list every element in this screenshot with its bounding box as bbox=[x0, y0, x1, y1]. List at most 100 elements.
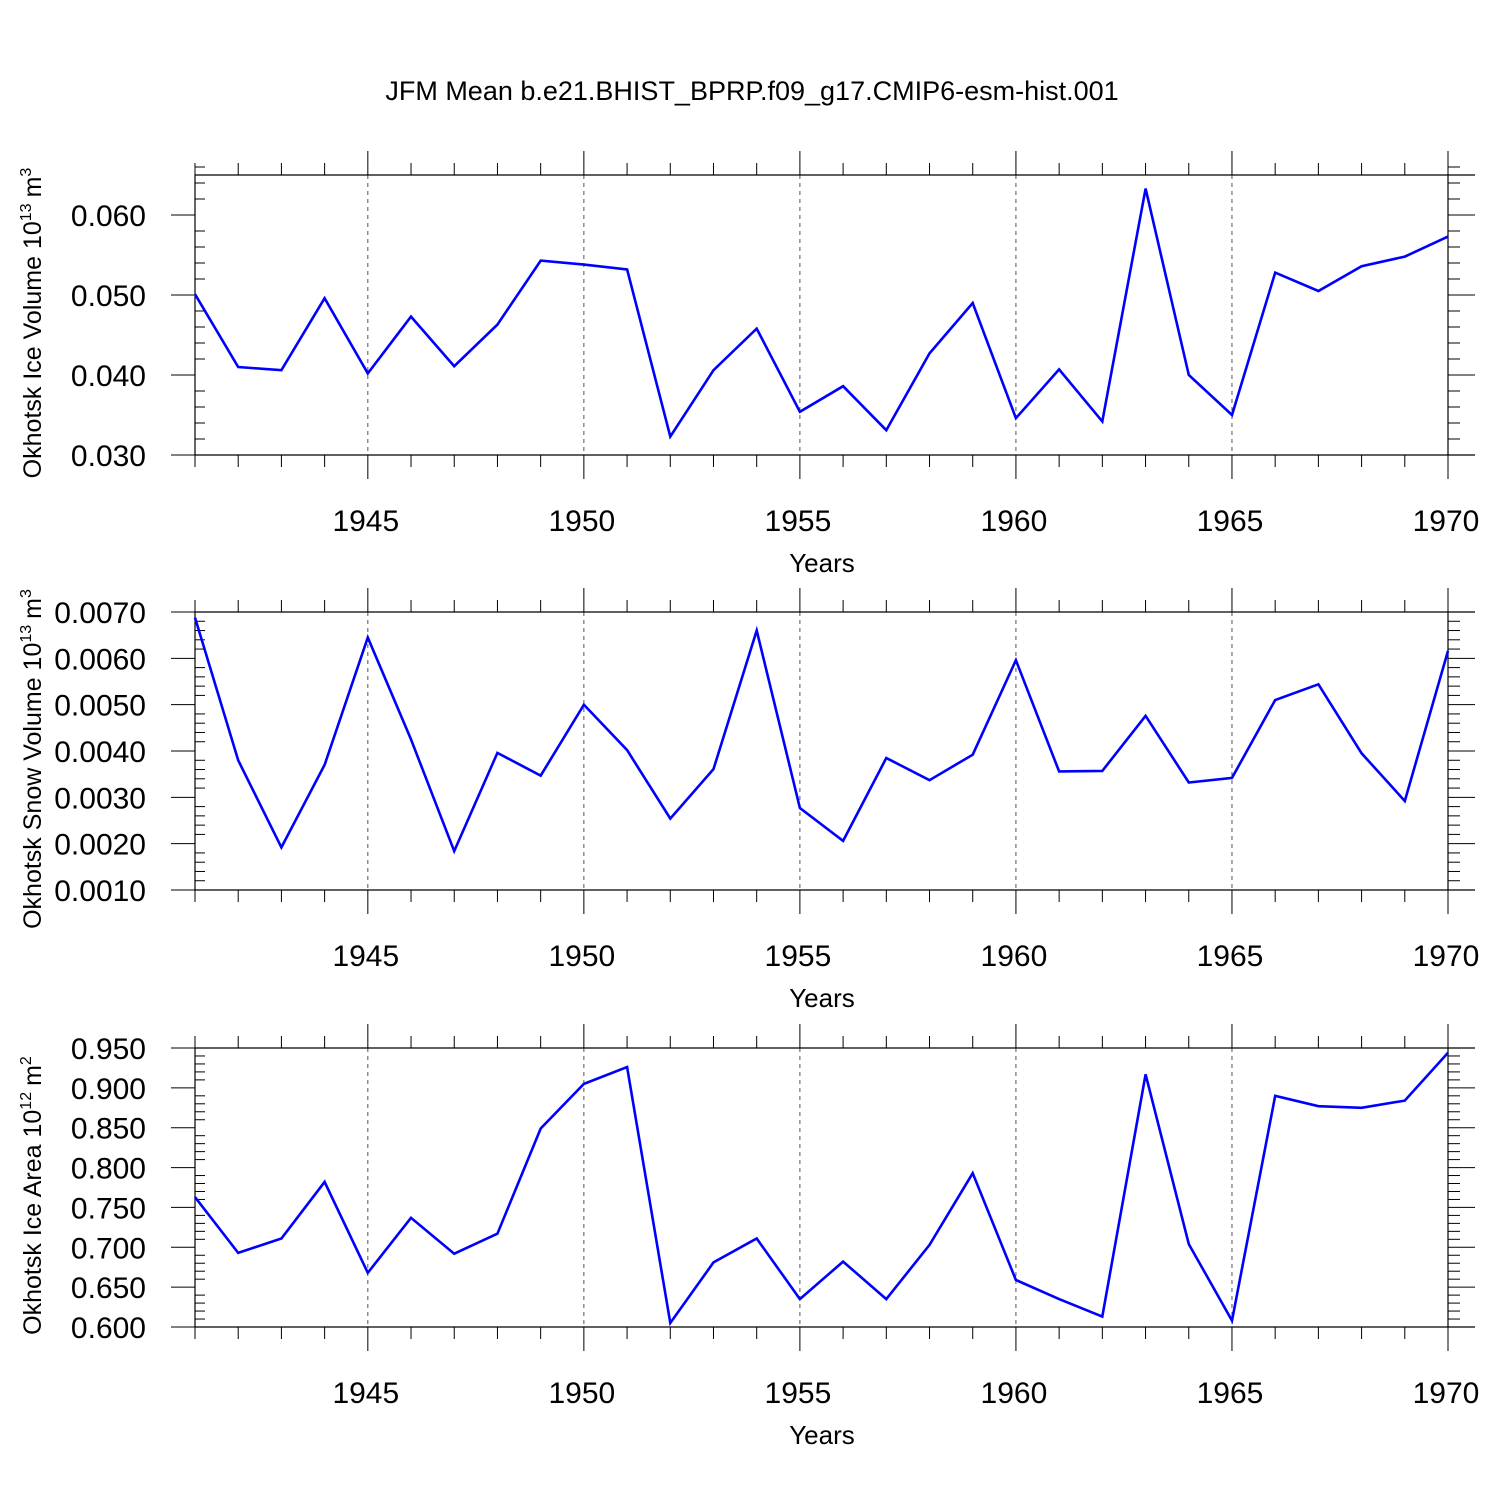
data-point bbox=[279, 1237, 283, 1241]
data-point bbox=[668, 435, 672, 439]
data-point bbox=[668, 1321, 672, 1325]
data-point bbox=[366, 371, 370, 375]
data-point bbox=[668, 817, 672, 821]
data-point bbox=[971, 301, 975, 305]
data-point bbox=[582, 263, 586, 267]
x-tick-label: 1970 bbox=[1413, 940, 1480, 973]
data-point bbox=[279, 368, 283, 372]
data-point bbox=[539, 259, 543, 263]
data-point bbox=[236, 758, 240, 762]
data-point bbox=[928, 1243, 932, 1247]
data-point bbox=[625, 748, 629, 752]
y-tick-label: 0.050 bbox=[71, 280, 146, 313]
y-tick-label: 0.750 bbox=[71, 1192, 146, 1225]
figure-title: JFM Mean b.e21.BHIST_BPRP.f09_g17.CMIP6-… bbox=[385, 76, 1118, 106]
data-point bbox=[884, 428, 888, 432]
x-tick-label: 1955 bbox=[765, 940, 832, 973]
data-point bbox=[236, 1251, 240, 1255]
y-tick-label: 0.900 bbox=[71, 1073, 146, 1106]
data-point bbox=[1057, 367, 1061, 371]
data-point bbox=[1144, 187, 1148, 191]
x-axis-label: Years bbox=[789, 1420, 855, 1450]
data-point bbox=[1144, 1072, 1148, 1076]
data-point bbox=[279, 845, 283, 849]
x-tick-label: 1970 bbox=[1413, 1377, 1480, 1410]
data-point bbox=[323, 296, 327, 300]
data-point bbox=[711, 1260, 715, 1264]
data-point bbox=[884, 1297, 888, 1301]
data-point bbox=[841, 1260, 845, 1264]
data-point bbox=[1360, 751, 1364, 755]
data-point bbox=[1403, 799, 1407, 803]
x-tick-label: 1965 bbox=[1197, 505, 1264, 538]
data-point bbox=[625, 1065, 629, 1069]
data-point bbox=[1187, 1242, 1191, 1246]
data-point bbox=[582, 703, 586, 707]
data-point bbox=[1057, 769, 1061, 773]
data-point bbox=[1230, 776, 1234, 780]
y-tick-label: 0.0060 bbox=[54, 643, 146, 676]
y-tick-label: 0.0020 bbox=[54, 829, 146, 862]
y-tick-label: 0.030 bbox=[71, 440, 146, 473]
data-point bbox=[1316, 682, 1320, 686]
x-tick-label: 1960 bbox=[981, 1377, 1048, 1410]
x-tick-label: 1955 bbox=[765, 1377, 832, 1410]
data-point bbox=[1446, 1051, 1450, 1055]
data-point bbox=[1057, 1297, 1061, 1301]
y-tick-label: 0.600 bbox=[71, 1312, 146, 1345]
data-point bbox=[755, 629, 759, 633]
y-axis-label: Okhotsk Ice Volume 1013m3 bbox=[18, 168, 47, 479]
y-tick-label: 0.040 bbox=[71, 360, 146, 393]
data-point bbox=[755, 327, 759, 331]
x-tick-label: 1960 bbox=[981, 940, 1048, 973]
data-point bbox=[1014, 1278, 1018, 1282]
panel-ice-area: 1945 1950 1955 1960 1965 1970 Years 0.600 0.650 0… bbox=[18, 1024, 1479, 1450]
data-point bbox=[841, 839, 845, 843]
data-point bbox=[236, 365, 240, 369]
y-tick-label: 0.060 bbox=[71, 200, 146, 233]
series-line bbox=[193, 617, 1450, 855]
data-point bbox=[1273, 698, 1277, 702]
data-point bbox=[1230, 1319, 1234, 1323]
x-tick-label: 1965 bbox=[1197, 940, 1264, 973]
y-tick-label: 0.650 bbox=[71, 1272, 146, 1305]
data-point bbox=[1014, 658, 1018, 662]
x-axis-label: Years bbox=[789, 983, 855, 1013]
data-point bbox=[971, 753, 975, 757]
data-point bbox=[193, 292, 197, 296]
data-point bbox=[1230, 413, 1234, 417]
panel-snow-volume: 1945 1950 1955 1960 1965 1970 Years 0.0010 0.002… bbox=[18, 588, 1479, 1013]
data-point bbox=[582, 1082, 586, 1086]
data-point bbox=[1100, 769, 1104, 773]
data-point bbox=[711, 767, 715, 771]
data-point bbox=[1360, 264, 1364, 268]
x-axis-label: Years bbox=[789, 548, 855, 578]
data-point bbox=[366, 635, 370, 639]
x-tick-label: 1945 bbox=[332, 505, 399, 538]
series-line bbox=[193, 188, 1449, 440]
data-point bbox=[1446, 235, 1450, 239]
y-axis-label: Okhotsk Snow Volume 1013m3 bbox=[18, 589, 47, 929]
data-point bbox=[539, 774, 543, 778]
data-point bbox=[1446, 649, 1450, 653]
y-tick-label: 0.950 bbox=[71, 1033, 146, 1066]
x-tick-label: 1960 bbox=[981, 505, 1048, 538]
data-point bbox=[1403, 255, 1407, 259]
data-point bbox=[841, 384, 845, 388]
data-point bbox=[1187, 781, 1191, 785]
data-point bbox=[884, 756, 888, 760]
x-tick-label: 1965 bbox=[1197, 1377, 1264, 1410]
data-point bbox=[798, 410, 802, 414]
x-tick-label: 1950 bbox=[548, 1377, 615, 1410]
data-point bbox=[928, 351, 932, 355]
data-point bbox=[1316, 1104, 1320, 1108]
data-point bbox=[495, 751, 499, 755]
data-point bbox=[1144, 714, 1148, 718]
data-point bbox=[193, 616, 197, 620]
x-tick-label: 1945 bbox=[332, 1377, 399, 1410]
data-point bbox=[1360, 1106, 1364, 1110]
data-point bbox=[1100, 419, 1104, 423]
y-tick-label: 0.850 bbox=[71, 1113, 146, 1146]
data-point bbox=[711, 368, 715, 372]
panel-ice-volume: 1945 1950 1955 1960 1965 1970 Years 0.030 0.040 0… bbox=[18, 151, 1479, 578]
